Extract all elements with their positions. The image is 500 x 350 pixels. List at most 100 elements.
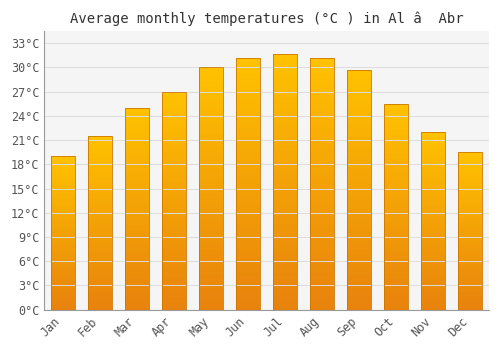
Bar: [236, 73, 260, 75]
Bar: [384, 145, 408, 147]
Bar: [422, 157, 446, 159]
Bar: [88, 244, 112, 245]
Bar: [310, 80, 334, 83]
Bar: [273, 87, 297, 90]
Bar: [88, 225, 112, 226]
Bar: [51, 259, 75, 261]
Bar: [310, 241, 334, 244]
Bar: [347, 269, 372, 271]
Bar: [273, 207, 297, 210]
Bar: [458, 288, 482, 289]
Bar: [347, 118, 372, 120]
Bar: [458, 259, 482, 261]
Bar: [236, 241, 260, 244]
Bar: [347, 79, 372, 82]
Bar: [51, 278, 75, 279]
Bar: [310, 244, 334, 247]
Bar: [347, 295, 372, 298]
Bar: [458, 154, 482, 155]
Bar: [384, 155, 408, 157]
Bar: [422, 153, 446, 155]
Bar: [51, 230, 75, 231]
Bar: [458, 242, 482, 244]
Bar: [273, 264, 297, 266]
Bar: [199, 302, 223, 305]
Bar: [199, 278, 223, 281]
Bar: [125, 176, 149, 178]
Bar: [347, 221, 372, 223]
Bar: [51, 219, 75, 220]
Bar: [384, 254, 408, 256]
Bar: [310, 65, 334, 68]
Bar: [422, 280, 446, 281]
Bar: [199, 249, 223, 252]
Bar: [236, 222, 260, 224]
Bar: [162, 188, 186, 190]
Bar: [162, 223, 186, 225]
Bar: [88, 141, 112, 143]
Bar: [458, 294, 482, 295]
Bar: [125, 265, 149, 267]
Bar: [162, 262, 186, 264]
Bar: [273, 302, 297, 304]
Bar: [384, 172, 408, 174]
Bar: [384, 170, 408, 172]
Bar: [347, 108, 372, 111]
Bar: [199, 201, 223, 203]
Bar: [384, 209, 408, 211]
Bar: [422, 150, 446, 152]
Bar: [310, 219, 334, 222]
Bar: [125, 300, 149, 302]
Bar: [51, 271, 75, 273]
Bar: [458, 231, 482, 232]
Bar: [51, 156, 75, 158]
Bar: [88, 186, 112, 188]
Bar: [347, 288, 372, 290]
Bar: [236, 201, 260, 204]
Bar: [273, 304, 297, 307]
Bar: [273, 105, 297, 107]
Bar: [384, 299, 408, 301]
Bar: [273, 54, 297, 310]
Bar: [199, 67, 223, 310]
Bar: [125, 271, 149, 273]
Bar: [422, 287, 446, 288]
Bar: [458, 206, 482, 207]
Bar: [422, 257, 446, 258]
Bar: [310, 287, 334, 289]
Bar: [162, 144, 186, 146]
Bar: [162, 146, 186, 148]
Bar: [347, 195, 372, 197]
Bar: [347, 122, 372, 125]
Bar: [236, 282, 260, 285]
Bar: [384, 157, 408, 159]
Bar: [458, 222, 482, 223]
Bar: [88, 173, 112, 174]
Bar: [88, 228, 112, 230]
Bar: [384, 229, 408, 231]
Bar: [162, 299, 186, 301]
Bar: [347, 159, 372, 161]
Bar: [347, 154, 372, 156]
Bar: [458, 210, 482, 212]
Bar: [384, 295, 408, 298]
Bar: [458, 191, 482, 193]
Bar: [199, 247, 223, 249]
Bar: [422, 304, 446, 306]
Bar: [458, 168, 482, 169]
Bar: [125, 241, 149, 243]
Bar: [422, 152, 446, 153]
Bar: [88, 191, 112, 193]
Bar: [199, 288, 223, 290]
Bar: [422, 146, 446, 148]
Bar: [273, 94, 297, 97]
Bar: [347, 134, 372, 137]
Bar: [384, 303, 408, 306]
Bar: [422, 160, 446, 162]
Bar: [458, 292, 482, 294]
Bar: [199, 152, 223, 155]
Bar: [347, 264, 372, 266]
Bar: [458, 291, 482, 292]
Bar: [162, 220, 186, 223]
Bar: [347, 279, 372, 281]
